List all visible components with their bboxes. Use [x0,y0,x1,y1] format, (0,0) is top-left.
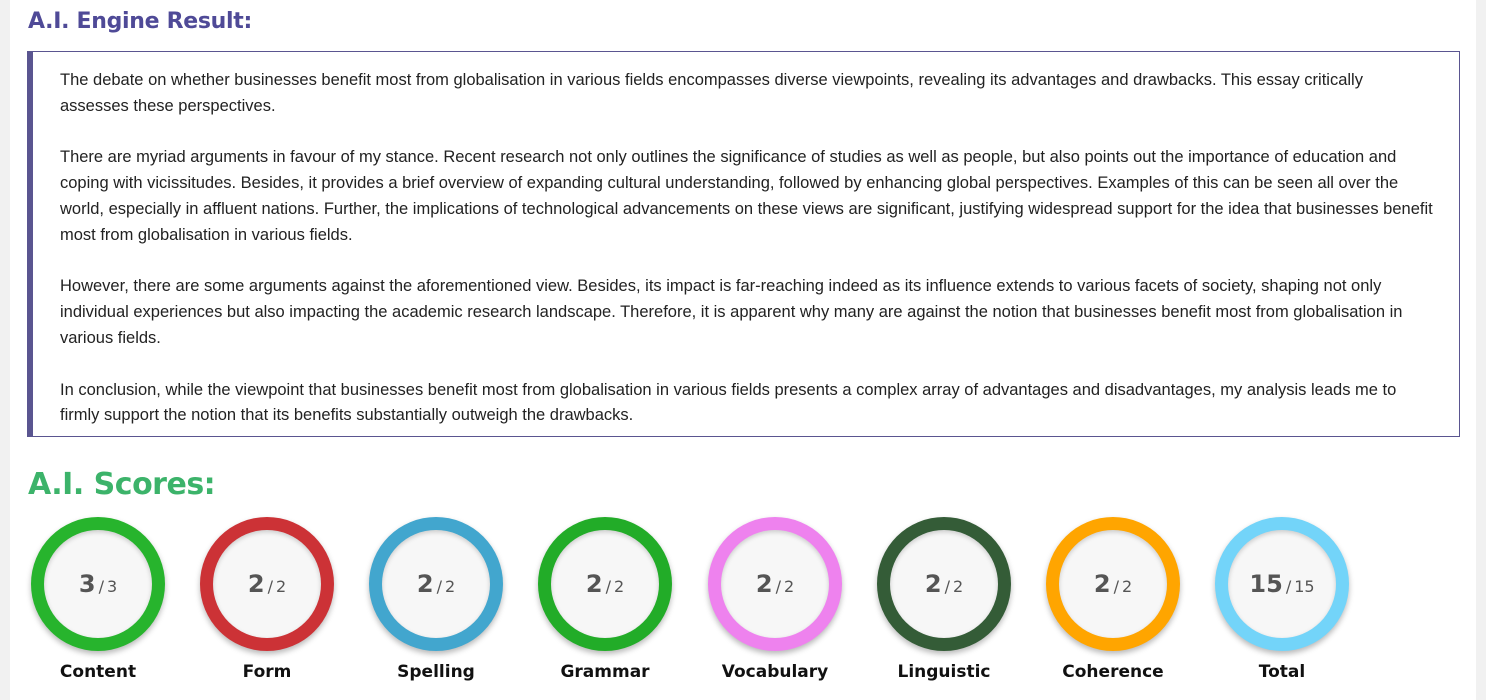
score-value-circle: 2/2 [890,530,998,638]
score-separator: / [267,576,273,596]
score-max: 15 [1294,576,1315,596]
score-separator: / [605,576,611,596]
score-max: 2 [275,576,287,596]
score-label: Linguistic [897,662,991,682]
score-max: 2 [444,576,456,596]
score-ring: 2/2 [708,517,842,651]
scores-heading: A.I. Scores: [28,467,216,502]
score-ring: 15/15 [1215,517,1349,651]
score-ring: 3/3 [31,517,165,651]
essay-result-box: The debate on whether businesses benefit… [27,51,1460,437]
score-separator: / [1285,576,1292,596]
score-separator: / [944,576,950,596]
essay-paragraph: However, there are some arguments agains… [60,277,1403,347]
score-max: 2 [1121,576,1133,596]
page-edge-right [1476,0,1486,700]
score-separator: / [775,576,781,596]
score-form: 2/2 Form [194,516,344,686]
page-edge-left [0,0,10,700]
score-ring: 2/2 [538,517,672,651]
score-ring: 2/2 [877,517,1011,651]
score-value-circle: 2/2 [721,530,829,638]
score-value: 2 [247,570,265,598]
score-value: 2 [416,570,434,598]
score-value: 2 [755,570,773,598]
essay-paragraph: The debate on whether businesses benefit… [60,71,1363,115]
score-label: Grammar [560,662,650,682]
score-total: 15/15 Total [1209,516,1359,686]
score-value-circle: 2/2 [551,530,659,638]
score-label: Content [59,662,137,682]
score-linguistic: 2/2 Linguistic [871,516,1021,686]
score-separator: / [1113,576,1119,596]
score-content: 3/3 Content [25,516,175,686]
score-value-circle: 2/2 [213,530,321,638]
score-label: Spelling [397,662,475,682]
score-grammar: 2/2 Grammar [532,516,682,686]
score-value: 2 [924,570,942,598]
score-value: 2 [585,570,603,598]
score-value: 3 [78,570,96,598]
score-separator: / [98,576,104,596]
score-max: 2 [783,576,795,596]
score-label: Coherence [1062,662,1164,682]
score-max: 2 [613,576,625,596]
score-ring: 2/2 [369,517,503,651]
score-value-circle: 2/2 [1059,530,1167,638]
score-vocabulary: 2/2 Vocabulary [702,516,852,686]
essay-paragraph: In conclusion, while the viewpoint that … [60,380,1397,425]
score-label: Vocabulary [721,662,829,682]
score-value: 15 [1249,570,1283,598]
score-label: Total [1258,662,1306,682]
score-coherence: 2/2 Coherence [1040,516,1190,686]
score-max: 2 [952,576,964,596]
score-max: 3 [106,576,118,596]
score-ring: 2/2 [1046,517,1180,651]
score-separator: / [436,576,442,596]
score-value-circle: 15/15 [1228,530,1336,638]
score-value: 2 [1093,570,1111,598]
essay-paragraph: There are myriad arguments in favour of … [60,148,1433,244]
result-heading: A.I. Engine Result: [28,9,252,34]
score-spelling: 2/2 Spelling [363,516,513,686]
score-value-circle: 3/3 [44,530,152,638]
score-ring: 2/2 [200,517,334,651]
essay-text: The debate on whether businesses benefit… [60,68,1433,429]
score-label: Form [242,662,292,682]
score-value-circle: 2/2 [382,530,490,638]
